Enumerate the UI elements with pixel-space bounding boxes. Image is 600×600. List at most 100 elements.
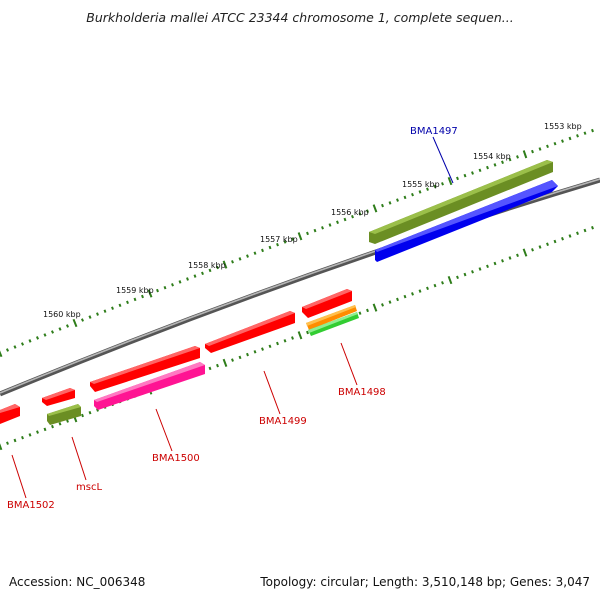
outer-ruler-minor-tick: [553, 141, 557, 146]
outer-ruler-minor-tick: [508, 157, 512, 162]
outer-ruler-minor-tick: [216, 265, 219, 270]
outer-ruler-minor-tick: [65, 324, 70, 328]
outer-ruler-minor-tick: [591, 128, 594, 133]
inner-ruler-minor-tick: [13, 438, 17, 443]
gene-bma1497-bar[interactable]: [369, 160, 553, 244]
outer-ruler-minor-tick: [411, 192, 414, 197]
tick-label-1556: 1556 kbp: [331, 208, 369, 217]
outer-ruler-minor-tick: [313, 228, 317, 233]
gene-mscl-olive-bar[interactable]: [47, 404, 81, 425]
inner-ruler-minor-tick: [531, 248, 534, 252]
outer-ruler-minor-tick: [561, 139, 564, 143]
cds-bma1500-bar[interactable]: [90, 346, 200, 392]
inner-ruler-minor-tick: [553, 239, 557, 244]
outer-ruler-minor-tick: [328, 223, 332, 227]
gene-label-bma1499[interactable]: BMA1499: [259, 416, 307, 427]
gene-bma1500-pink-bar[interactable]: [94, 362, 205, 410]
inner-ruler-major-tick: [522, 248, 528, 257]
outer-ruler-minor-tick: [418, 190, 422, 194]
outer-ruler-minor-tick: [163, 285, 167, 290]
outer-ruler-minor-tick: [35, 336, 40, 340]
outer-ruler-minor-tick: [126, 300, 129, 305]
outer-ruler-minor-tick: [80, 318, 85, 322]
outer-ruler-minor-tick: [231, 260, 234, 264]
tick-label-1557: 1557 kbp: [260, 235, 298, 244]
gene-label-bma1498[interactable]: BMA1498: [338, 387, 386, 398]
inner-ruler-minor-tick: [456, 275, 459, 280]
genome-summary-text: Topology: circular; Length: 3,510,148 bp…: [259, 575, 590, 589]
leader-line-bma1499: [263, 370, 281, 415]
outer-ruler-minor-tick: [28, 339, 32, 343]
gene-label-bma1502[interactable]: BMA1502: [7, 500, 55, 511]
inner-ruler-minor-tick: [261, 347, 264, 351]
cds-bma1502-bar[interactable]: [0, 404, 20, 424]
outer-ruler-minor-tick: [493, 163, 497, 167]
outer-ruler-minor-tick: [433, 184, 437, 189]
inner-ruler-minor-tick: [366, 308, 369, 313]
gene-label-bma1500[interactable]: BMA1500: [152, 453, 200, 464]
outer-ruler-minor-tick: [103, 309, 107, 313]
outer-ruler-minor-tick: [156, 288, 159, 293]
inner-ruler-minor-tick: [238, 355, 242, 360]
outer-ruler-minor-tick: [343, 217, 347, 222]
outer-ruler: [0, 128, 594, 358]
outer-ruler-major-tick: [222, 260, 228, 269]
inner-ruler-minor-tick: [88, 410, 92, 415]
inner-ruler-minor-tick: [583, 228, 587, 233]
inner-ruler-minor-tick: [538, 245, 542, 249]
cds-mscl-bar[interactable]: [42, 388, 75, 406]
outer-ruler-minor-tick: [186, 277, 189, 281]
outer-ruler-minor-tick: [306, 231, 309, 236]
inner-ruler-minor-tick: [268, 344, 272, 349]
outer-ruler-minor-tick: [456, 176, 459, 181]
inner-ruler-minor-tick: [43, 427, 47, 432]
outer-ruler-minor-tick: [178, 280, 182, 284]
inner-ruler-minor-tick: [6, 441, 9, 445]
inner-ruler-minor-tick: [276, 341, 279, 346]
outer-ruler-major-tick: [147, 289, 153, 298]
gene-bma1498-green-bar[interactable]: [308, 312, 359, 336]
outer-ruler-minor-tick: [96, 312, 99, 316]
inner-ruler-major-tick: [372, 303, 378, 312]
inner-ruler-minor-tick: [51, 424, 54, 429]
tick-label-1558: 1558 kbp: [188, 261, 226, 270]
gene-bma1498-orange-bar[interactable]: [306, 305, 357, 330]
inner-ruler-minor-tick: [478, 267, 482, 271]
inner-ruler-minor-tick: [568, 234, 572, 238]
outer-ruler-minor-tick: [336, 220, 339, 225]
inner-ruler-minor-tick: [388, 300, 392, 304]
outer-ruler-minor-tick: [50, 330, 55, 334]
outer-ruler-minor-tick: [208, 268, 212, 273]
outer-ruler-minor-tick: [486, 165, 489, 170]
outer-ruler-minor-tick: [238, 257, 242, 261]
inner-ruler-minor-tick: [231, 358, 234, 362]
cds-bma1499-bar[interactable]: [205, 311, 295, 353]
outer-ruler-minor-tick: [388, 201, 392, 205]
outer-ruler-minor-tick: [253, 251, 257, 255]
outer-ruler-major-tick: [72, 318, 78, 328]
outer-ruler-minor-tick: [501, 160, 504, 165]
outer-ruler-minor-tick: [568, 136, 572, 141]
inner-ruler-major-tick: [0, 443, 3, 451]
inner-ruler-minor-tick: [411, 292, 414, 296]
inner-ruler-minor-tick: [463, 272, 467, 277]
leader-line-bma1497: [432, 136, 454, 184]
outer-ruler-minor-tick: [538, 147, 542, 151]
outer-ruler-minor-tick: [351, 214, 354, 219]
outer-ruler-minor-tick: [583, 131, 587, 135]
inner-ruler-major-tick: [222, 358, 228, 367]
cds-bma1498-bar[interactable]: [302, 289, 352, 318]
gene-label-mscl[interactable]: mscL: [76, 482, 102, 493]
inner-ruler-minor-tick: [246, 352, 249, 357]
outer-ruler-minor-tick: [576, 134, 579, 138]
tick-label-1559: 1559 kbp: [116, 286, 154, 295]
outer-ruler-minor-tick: [118, 303, 122, 308]
inner-ruler-minor-tick: [381, 303, 384, 307]
gene-label-bma1497[interactable]: BMA1497: [410, 126, 458, 137]
cds-bma1497-bar[interactable]: [375, 180, 558, 262]
outer-ruler-minor-tick: [471, 171, 474, 175]
inner-ruler-minor-tick: [66, 419, 69, 423]
outer-ruler-major-tick: [0, 350, 3, 358]
outer-ruler-major-tick: [372, 204, 378, 213]
